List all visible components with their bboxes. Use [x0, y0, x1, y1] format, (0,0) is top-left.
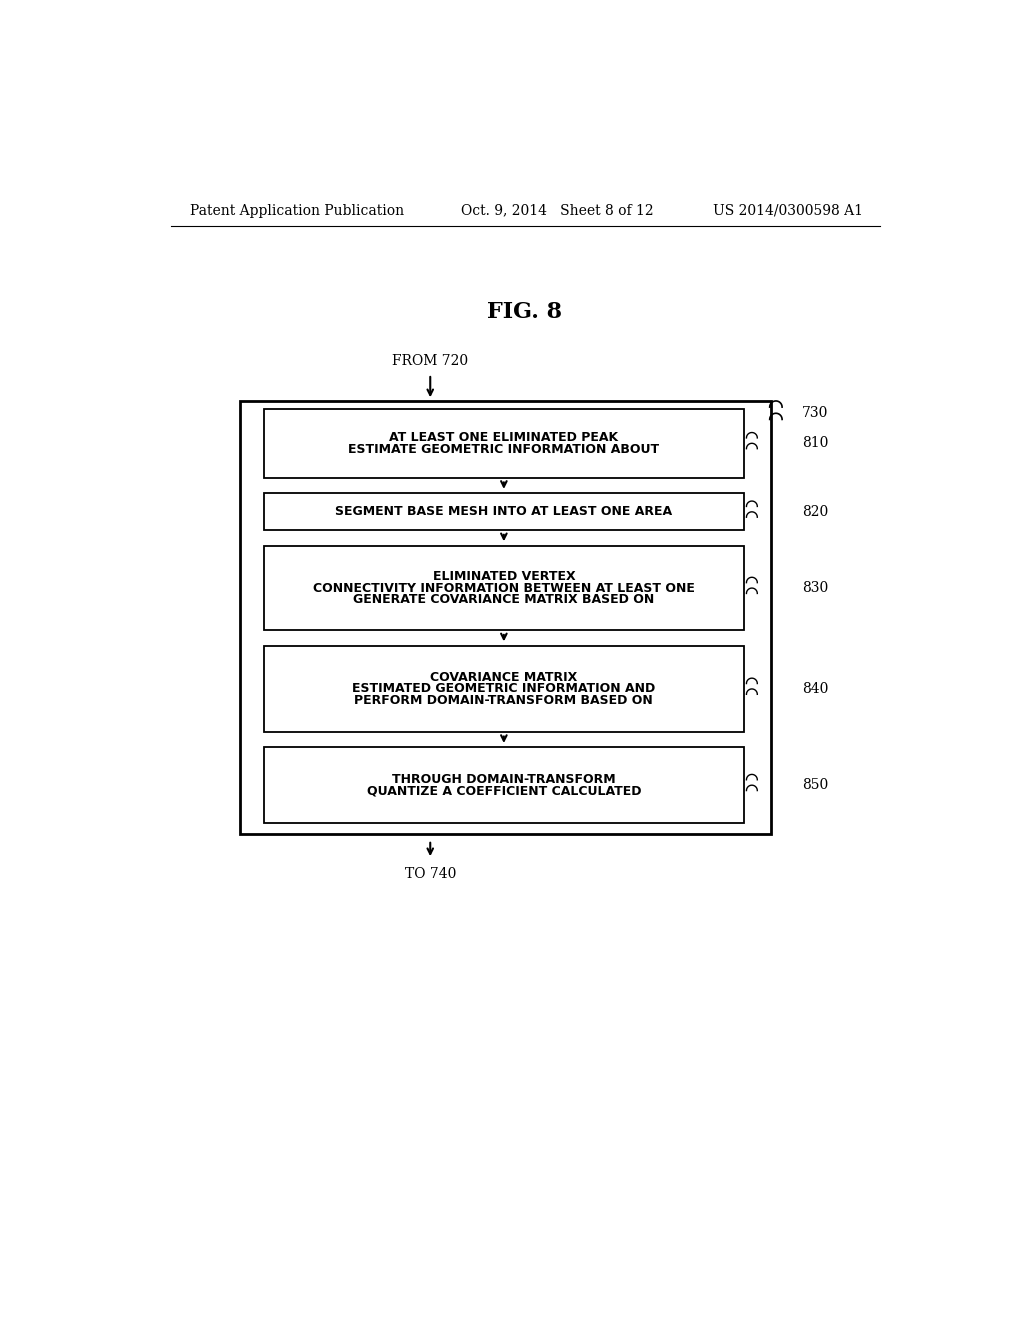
Text: ELIMINATED VERTEX: ELIMINATED VERTEX: [432, 570, 575, 583]
Bar: [263, 494, 744, 531]
Text: ESTIMATE GEOMETRIC INFORMATION ABOUT: ESTIMATE GEOMETRIC INFORMATION ABOUT: [348, 442, 659, 455]
Text: ESTIMATED GEOMETRIC INFORMATION AND: ESTIMATED GEOMETRIC INFORMATION AND: [352, 682, 655, 696]
Text: COVARIANCE MATRIX: COVARIANCE MATRIX: [430, 671, 578, 684]
Text: Oct. 9, 2014   Sheet 8 of 12: Oct. 9, 2014 Sheet 8 of 12: [461, 203, 654, 218]
Text: US 2014/0300598 A1: US 2014/0300598 A1: [713, 203, 863, 218]
Bar: [263, 545, 744, 631]
Text: GENERATE COVARIANCE MATRIX BASED ON: GENERATE COVARIANCE MATRIX BASED ON: [353, 593, 654, 606]
Text: 810: 810: [802, 437, 828, 450]
Bar: [241, 401, 771, 834]
Text: Patent Application Publication: Patent Application Publication: [190, 203, 404, 218]
Text: SEGMENT BASE MESH INTO AT LEAST ONE AREA: SEGMENT BASE MESH INTO AT LEAST ONE AREA: [335, 506, 673, 519]
Text: AT LEAST ONE ELIMINATED PEAK: AT LEAST ONE ELIMINATED PEAK: [389, 432, 618, 444]
Bar: [263, 409, 744, 478]
Text: 850: 850: [802, 779, 828, 792]
Bar: [263, 645, 744, 733]
Text: 830: 830: [802, 581, 828, 595]
Text: FIG. 8: FIG. 8: [487, 301, 562, 323]
Text: FROM 720: FROM 720: [392, 354, 468, 368]
Text: CONNECTIVITY INFORMATION BETWEEN AT LEAST ONE: CONNECTIVITY INFORMATION BETWEEN AT LEAS…: [313, 582, 695, 594]
Bar: [263, 747, 744, 822]
Text: PERFORM DOMAIN-TRANSFORM BASED ON: PERFORM DOMAIN-TRANSFORM BASED ON: [354, 694, 653, 708]
Text: QUANTIZE A COEFFICIENT CALCULATED: QUANTIZE A COEFFICIENT CALCULATED: [367, 784, 641, 797]
Text: TO 740: TO 740: [404, 867, 456, 882]
Text: 840: 840: [802, 682, 828, 696]
Text: 820: 820: [802, 504, 828, 519]
Text: THROUGH DOMAIN-TRANSFORM: THROUGH DOMAIN-TRANSFORM: [392, 774, 615, 785]
Text: 730: 730: [802, 407, 828, 420]
